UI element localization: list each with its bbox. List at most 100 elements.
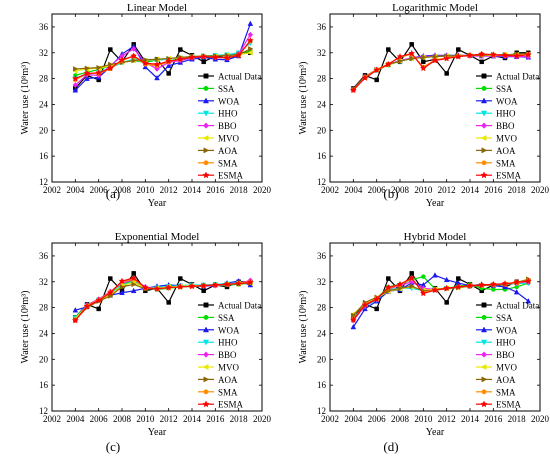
- x-tick-label: 2004: [66, 414, 85, 424]
- chart-title: Hybrid Model: [404, 231, 467, 243]
- legend-marker: [202, 97, 210, 104]
- legend-label: SMA: [496, 158, 516, 168]
- x-tick-label: 2002: [321, 414, 339, 424]
- x-tick-label: 2014: [461, 185, 480, 195]
- data-point: [166, 71, 171, 76]
- data-point: [235, 51, 243, 59]
- y-tick-label: 20: [317, 125, 327, 135]
- plot-frame: [51, 13, 263, 183]
- x-tick-label: 2006: [90, 414, 109, 424]
- legend-marker: [202, 400, 210, 408]
- legend-marker: [481, 160, 487, 166]
- legend-label: AOA: [496, 146, 516, 156]
- y-tick-label: 24: [317, 328, 327, 338]
- data-point: [374, 306, 379, 312]
- y-tick-label: 36: [39, 22, 49, 32]
- legend-label: SMA: [218, 158, 238, 168]
- data-point: [384, 283, 392, 291]
- x-tick-label: 2014: [461, 414, 480, 424]
- data-point: [408, 49, 416, 57]
- data-point: [119, 284, 126, 290]
- data-point: [84, 65, 91, 72]
- data-point: [131, 271, 136, 276]
- legend-marker: [202, 110, 210, 117]
- legend-marker: [481, 302, 487, 308]
- legend-label: MVO: [496, 134, 518, 144]
- legend-item: SSA: [198, 313, 235, 323]
- data-point: [153, 60, 161, 68]
- y-tick-label: 32: [39, 48, 48, 58]
- legend-label: MVO: [496, 363, 518, 373]
- legend-marker: [480, 363, 487, 371]
- legend-label: SSA: [218, 84, 235, 94]
- y-tick-label: 12: [39, 406, 48, 416]
- series-line: [75, 40, 251, 80]
- x-tick-label: 2020: [253, 185, 272, 195]
- y-axis-label: Water use (10⁸m³): [20, 291, 31, 364]
- legend-marker: [203, 85, 209, 91]
- legend-item: HHO: [198, 109, 238, 119]
- panel-label: (d): [383, 439, 398, 454]
- legend-item: ESMA: [476, 400, 522, 410]
- plot-frame: [329, 242, 541, 412]
- y-tick-label: 36: [39, 251, 49, 261]
- y-tick-label: 12: [317, 406, 326, 416]
- legend-label: Actual Data: [496, 301, 539, 311]
- legend-item: BBO: [476, 121, 515, 131]
- x-tick-label: 2014: [183, 414, 202, 424]
- y-tick-label: 36: [317, 251, 327, 261]
- data-point: [153, 285, 161, 292]
- legend-label: HHO: [218, 109, 238, 119]
- data-point: [166, 300, 171, 305]
- legend-marker: [480, 97, 488, 104]
- data-point: [178, 47, 183, 52]
- legend-item: Actual Data: [476, 301, 539, 311]
- data-point: [409, 283, 415, 290]
- legend-label: SSA: [496, 313, 513, 323]
- y-tick-label: 20: [317, 354, 327, 364]
- legend-item: MVO: [198, 363, 240, 373]
- x-tick-label: 2018: [230, 185, 249, 195]
- data-point: [421, 59, 426, 65]
- legend-item: SSA: [476, 84, 513, 94]
- data-point: [223, 54, 231, 61]
- data-point: [211, 53, 219, 61]
- data-point: [431, 56, 439, 64]
- x-tick-label: 2008: [391, 185, 410, 195]
- legend-item: BBO: [198, 121, 237, 131]
- data-point: [386, 47, 391, 52]
- data-point: [419, 64, 427, 72]
- legend-label: Actual Data: [218, 72, 261, 82]
- x-axis-label: Year: [426, 198, 445, 209]
- chart-title: Linear Model: [127, 2, 187, 14]
- legend-item: WOA: [476, 96, 518, 106]
- legend-label: BBO: [496, 121, 515, 131]
- data-point: [154, 56, 161, 63]
- x-axis-label: Year: [148, 427, 167, 438]
- x-tick-label: 2018: [508, 185, 527, 195]
- legend-marker: [203, 147, 210, 154]
- data-point: [130, 45, 137, 52]
- x-tick-label: 2016: [484, 414, 503, 424]
- legend-label: MVO: [218, 363, 240, 373]
- data-point: [141, 283, 149, 291]
- data-point: [108, 47, 113, 52]
- data-point: [513, 288, 520, 295]
- legend-marker: [480, 400, 488, 408]
- data-point: [95, 296, 103, 304]
- legend-item: HHO: [476, 109, 516, 119]
- legend-marker: [202, 134, 209, 142]
- legend-label: HHO: [218, 338, 238, 348]
- legend-item: ESMA: [198, 171, 244, 181]
- data-point: [501, 280, 509, 287]
- series-esma: [349, 274, 532, 323]
- data-point: [373, 295, 381, 303]
- legend-item: ESMA: [198, 400, 244, 410]
- y-tick-label: 16: [317, 151, 327, 161]
- legend-item: WOA: [198, 325, 240, 335]
- data-point: [513, 278, 521, 286]
- data-point: [188, 282, 196, 290]
- data-point: [349, 316, 357, 323]
- plot-frame: [51, 242, 263, 412]
